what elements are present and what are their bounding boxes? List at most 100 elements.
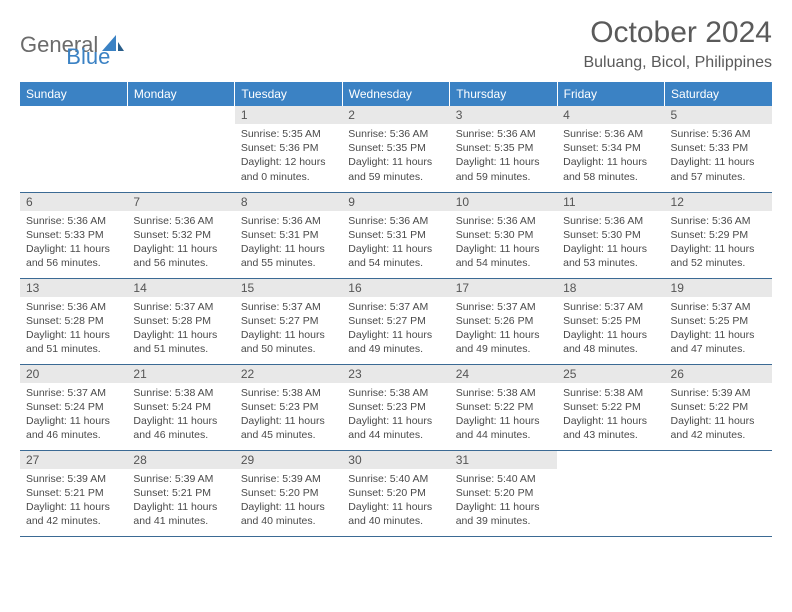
day-line: and 49 minutes. [348,342,443,356]
calendar-cell: 21Sunrise: 5:38 AMSunset: 5:24 PMDayligh… [127,364,234,450]
day-line: Sunrise: 5:37 AM [133,300,228,314]
day-line: Daylight: 11 hours [671,242,766,256]
day-content: Sunrise: 5:35 AMSunset: 5:36 PMDaylight:… [235,124,342,188]
calendar-cell: 3Sunrise: 5:36 AMSunset: 5:35 PMDaylight… [450,106,557,192]
calendar-cell: 22Sunrise: 5:38 AMSunset: 5:23 PMDayligh… [235,364,342,450]
day-line: Sunset: 5:22 PM [563,400,658,414]
calendar-cell: 19Sunrise: 5:37 AMSunset: 5:25 PMDayligh… [665,278,772,364]
day-line: Sunset: 5:35 PM [348,141,443,155]
calendar-row: 20Sunrise: 5:37 AMSunset: 5:24 PMDayligh… [20,364,772,450]
day-line: Sunset: 5:23 PM [241,400,336,414]
day-line: Sunrise: 5:39 AM [241,472,336,486]
day-line: Daylight: 11 hours [241,414,336,428]
calendar-cell: 12Sunrise: 5:36 AMSunset: 5:29 PMDayligh… [665,192,772,278]
day-line: Sunset: 5:35 PM [456,141,551,155]
day-line: Daylight: 11 hours [26,328,121,342]
calendar-cell: 23 Sunrise: 5:38 AMSunset: 5:23 PMDayligh… [342,364,449,450]
day-line: Sunrise: 5:40 AM [456,472,551,486]
day-line: Daylight: 11 hours [563,414,658,428]
day-line: Sunset: 5:23 PM [348,400,443,414]
day-number: 16 [342,279,449,297]
day-line: Sunrise: 5:36 AM [456,214,551,228]
day-number: 2 [342,106,449,124]
calendar-table: SundayMondayTuesdayWednesdayThursdayFrid… [20,82,772,537]
calendar-cell: 4Sunrise: 5:36 AMSunset: 5:34 PMDaylight… [557,106,664,192]
day-content: Sunrise: 5:38 AMSunset: 5:23 PMDaylight:… [235,383,342,447]
day-number: 3 [450,106,557,124]
calendar-cell [20,106,127,192]
weekday-header: Saturday [665,82,772,106]
calendar-cell: 24Sunrise: 5:38 AMSunset: 5:22 PMDayligh… [450,364,557,450]
day-number: 20 [20,365,127,383]
day-content: Sunrise: 5:37 AMSunset: 5:25 PMDaylight:… [557,297,664,361]
day-number: 9 [342,193,449,211]
calendar-cell: 17Sunrise: 5:37 AMSunset: 5:26 PMDayligh… [450,278,557,364]
day-content: Sunrise: 5:36 AMSunset: 5:32 PMDaylight:… [127,211,234,275]
day-line: Sunrise: 5:36 AM [348,127,443,141]
calendar-cell: 6Sunrise: 5:36 AMSunset: 5:33 PMDaylight… [20,192,127,278]
day-line: Sunrise: 5:39 AM [671,386,766,400]
day-line: Daylight: 11 hours [348,414,443,428]
day-content: Sunrise: 5:37 AMSunset: 5:27 PMDaylight:… [342,297,449,361]
day-number: 26 [665,365,772,383]
day-line: and 39 minutes. [456,514,551,528]
day-number: 21 [127,365,234,383]
day-line: Sunrise: 5:36 AM [133,214,228,228]
day-line: and 53 minutes. [563,256,658,270]
day-content: Sunrise: 5:36 AMSunset: 5:30 PMDaylight:… [450,211,557,275]
day-line: Sunset: 5:33 PM [671,141,766,155]
day-line: Sunrise: 5:36 AM [348,214,443,228]
day-content: Sunrise: 5:40 AMSunset: 5:20 PMDaylight:… [342,469,449,533]
day-line: Daylight: 11 hours [133,500,228,514]
day-line: and 57 minutes. [671,170,766,184]
day-line: and 48 minutes. [563,342,658,356]
day-content: Sunrise: 5:37 AMSunset: 5:27 PMDaylight:… [235,297,342,361]
calendar-cell: 25Sunrise: 5:38 AMSunset: 5:22 PMDayligh… [557,364,664,450]
day-line: Daylight: 11 hours [348,500,443,514]
day-content: Sunrise: 5:36 AMSunset: 5:29 PMDaylight:… [665,211,772,275]
day-line: and 54 minutes. [456,256,551,270]
day-line: Sunrise: 5:37 AM [456,300,551,314]
day-number: 10 [450,193,557,211]
day-line: and 44 minutes. [348,428,443,442]
day-content: Sunrise: 5:36 AMSunset: 5:35 PMDaylight:… [342,124,449,188]
day-line: and 58 minutes. [563,170,658,184]
calendar-row: 13Sunrise: 5:36 AMSunset: 5:28 PMDayligh… [20,278,772,364]
day-line: Sunrise: 5:38 AM [456,386,551,400]
day-number: 23 [342,365,449,383]
day-content: Sunrise: 5:36 AMSunset: 5:33 PMDaylight:… [20,211,127,275]
day-line: Sunrise: 5:36 AM [26,214,121,228]
day-line: Sunrise: 5:36 AM [671,214,766,228]
day-number: 15 [235,279,342,297]
day-line: Sunset: 5:31 PM [241,228,336,242]
day-number: 12 [665,193,772,211]
day-line: Sunset: 5:33 PM [26,228,121,242]
day-line: Sunset: 5:25 PM [563,314,658,328]
day-number: 11 [557,193,664,211]
day-line: Daylight: 11 hours [133,414,228,428]
logo-text-blue: Blue [66,44,110,70]
calendar-cell: 16Sunrise: 5:37 AMSunset: 5:27 PMDayligh… [342,278,449,364]
day-line: Sunset: 5:25 PM [671,314,766,328]
day-line: Daylight: 11 hours [26,242,121,256]
day-line: Sunset: 5:31 PM [348,228,443,242]
calendar-cell: 11Sunrise: 5:36 AMSunset: 5:30 PMDayligh… [557,192,664,278]
calendar-row: 6Sunrise: 5:36 AMSunset: 5:33 PMDaylight… [20,192,772,278]
calendar-cell: 29Sunrise: 5:39 AMSunset: 5:20 PMDayligh… [235,450,342,536]
day-line: Sunset: 5:26 PM [456,314,551,328]
day-line: Daylight: 11 hours [456,414,551,428]
day-line: and 50 minutes. [241,342,336,356]
day-line: and 46 minutes. [133,428,228,442]
day-line: Daylight: 11 hours [26,500,121,514]
day-line: Sunrise: 5:39 AM [133,472,228,486]
day-number: 17 [450,279,557,297]
day-content: Sunrise: 5:37 AMSunset: 5:26 PMDaylight:… [450,297,557,361]
location-label: Buluang, Bicol, Philippines [583,54,772,72]
day-line: and 45 minutes. [241,428,336,442]
day-content: Sunrise: 5:36 AMSunset: 5:30 PMDaylight:… [557,211,664,275]
weekday-header: Thursday [450,82,557,106]
day-line: Daylight: 11 hours [456,155,551,169]
day-line: Sunrise: 5:38 AM [348,386,443,400]
day-line: Sunset: 5:30 PM [456,228,551,242]
day-content: Sunrise: 5:36 AMSunset: 5:33 PMDaylight:… [665,124,772,188]
